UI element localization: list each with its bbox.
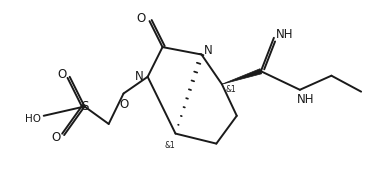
Text: S: S xyxy=(81,100,88,113)
Polygon shape xyxy=(222,69,262,84)
Text: &1: &1 xyxy=(165,141,175,150)
Text: HO: HO xyxy=(25,114,41,124)
Text: O: O xyxy=(136,12,146,25)
Text: O: O xyxy=(51,131,60,144)
Text: O: O xyxy=(119,98,128,111)
Text: O: O xyxy=(57,68,66,82)
Text: N: N xyxy=(135,70,144,83)
Text: NH: NH xyxy=(297,93,314,106)
Text: N: N xyxy=(204,44,212,57)
Text: &1: &1 xyxy=(226,85,236,94)
Text: NH: NH xyxy=(276,28,293,41)
